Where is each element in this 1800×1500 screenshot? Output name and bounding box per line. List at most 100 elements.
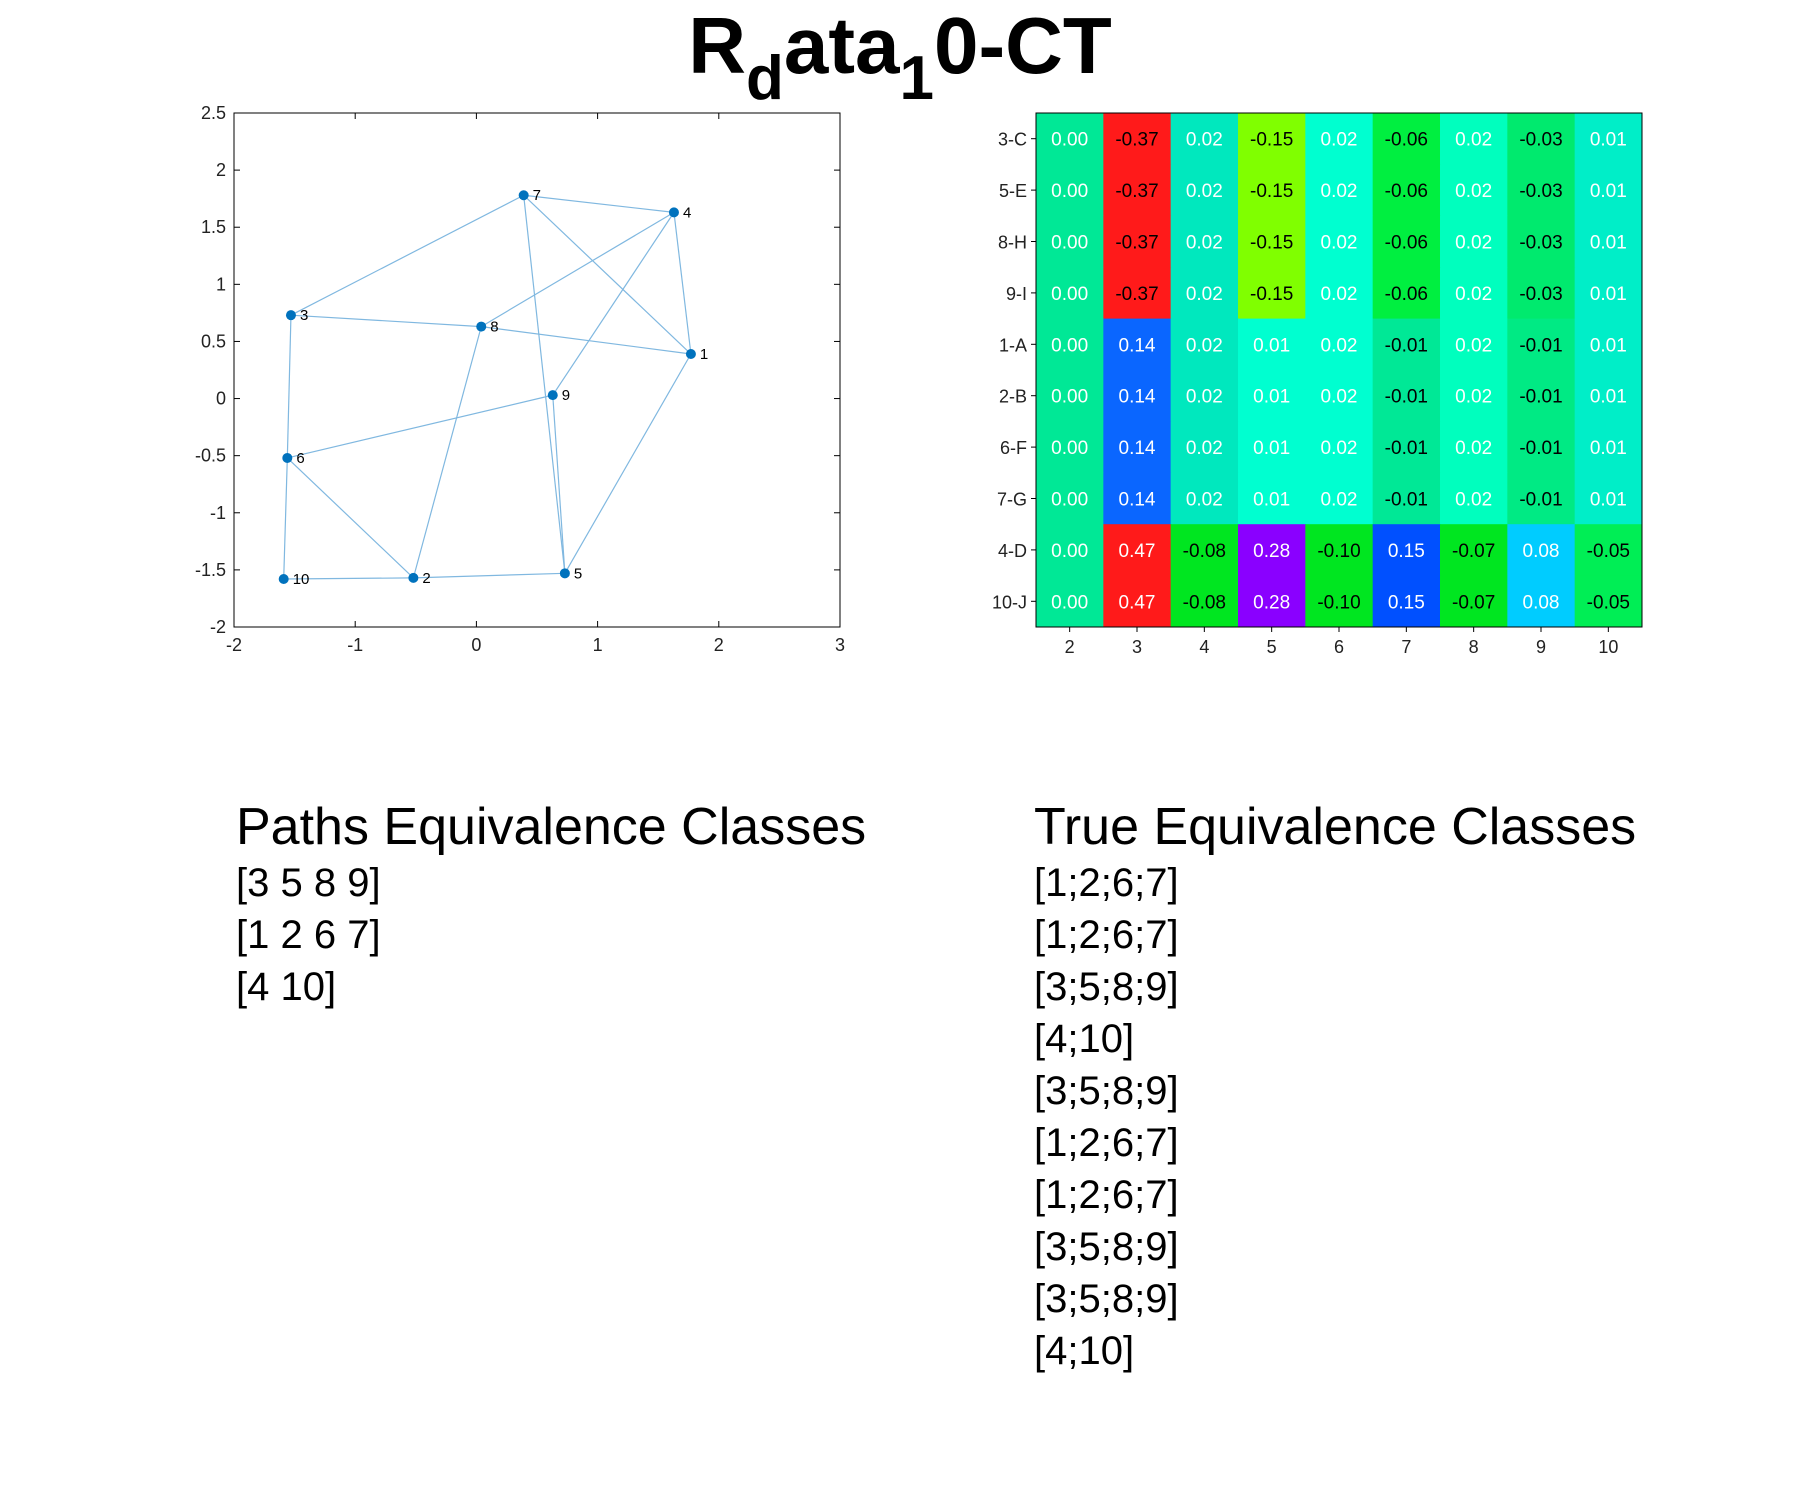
- cell-value: 0.00: [1051, 438, 1088, 459]
- cell-value: 0.02: [1321, 490, 1358, 511]
- heatmap-cell: [1305, 524, 1374, 577]
- graph-edge: [673, 212, 692, 355]
- cell-value: 0.02: [1455, 130, 1492, 151]
- cell-value: 0.14: [1119, 490, 1156, 511]
- title-mid: ata: [783, 1, 900, 90]
- heatmap-cell: [1036, 267, 1104, 320]
- heatmap-cell: [1507, 164, 1576, 217]
- true-item: [1;2;6;7]: [1034, 913, 1179, 957]
- heatmap-cell: [1305, 421, 1374, 474]
- column-label: 4: [1199, 637, 1209, 657]
- y-tick-label: 0.5: [201, 331, 226, 351]
- true-equivalence-classes: True Equivalence Classes [1;2;6;7] [1;2;…: [1034, 797, 1636, 1377]
- cell-value: 0.08: [1523, 541, 1560, 562]
- cell-value: -0.01: [1385, 438, 1428, 459]
- heatmap-cell: [1440, 113, 1508, 165]
- row-label: 2-B: [999, 387, 1027, 407]
- heatmap-cell: [1103, 575, 1172, 628]
- cell-value: 0.02: [1321, 438, 1358, 459]
- heatmap-cell: [1238, 370, 1306, 422]
- heatmap-cell: [1036, 113, 1104, 165]
- heatmap-cell: [1574, 370, 1643, 422]
- graph-edge: [564, 353, 692, 574]
- heatmap-cell: [1305, 164, 1374, 217]
- heatmap-cell: [1372, 370, 1441, 422]
- cell-value: 0.02: [1455, 387, 1492, 408]
- cell-value: 0.01: [1590, 233, 1627, 254]
- heatmap-cell: [1440, 575, 1508, 628]
- cell-value: -0.01: [1519, 335, 1562, 356]
- true-item: [3;5;8;9]: [1034, 1277, 1179, 1321]
- heatmap-cell: [1305, 472, 1374, 525]
- true-item: [3;5;8;9]: [1034, 1069, 1179, 1113]
- heatmap-cell: [1305, 215, 1374, 268]
- graph-edge: [287, 394, 553, 459]
- graph-edge: [283, 457, 288, 580]
- row-label: 1-A: [999, 335, 1027, 355]
- cell-value: -0.15: [1250, 233, 1293, 254]
- row-label: 6-F: [1000, 438, 1027, 458]
- title-main: R: [688, 1, 746, 90]
- heatmap-cell: [1170, 164, 1239, 217]
- cell-value: 0.14: [1119, 387, 1156, 408]
- cell-value: 0.01: [1253, 438, 1290, 459]
- node-label: 3: [300, 307, 308, 324]
- cell-value: 0.02: [1455, 490, 1492, 511]
- cell-value: 0.01: [1590, 284, 1627, 305]
- cell-value: -0.06: [1385, 181, 1428, 202]
- graph-edge: [481, 326, 692, 355]
- heatmap-cell: [1170, 575, 1239, 628]
- cell-value: 0.02: [1455, 284, 1492, 305]
- heatmap-cell: [1170, 472, 1239, 525]
- cell-value: -0.15: [1250, 181, 1293, 202]
- heatmap-cell: [1507, 113, 1576, 165]
- column-label: 6: [1334, 637, 1344, 657]
- x-tick-label: 3: [835, 635, 845, 655]
- paths-item: [1 2 6 7]: [236, 913, 381, 957]
- true-item: [4;10]: [1034, 1329, 1135, 1373]
- row-label: 10-J: [992, 592, 1027, 612]
- heatmap-cell: [1103, 421, 1172, 474]
- heatmap-cell: [1507, 215, 1576, 268]
- cell-value: -0.37: [1115, 130, 1158, 151]
- cell-value: -0.08: [1183, 541, 1226, 562]
- heatmap-cell: [1036, 370, 1104, 422]
- title-end: 0-CT: [933, 1, 1112, 90]
- cell-value: 0.01: [1590, 387, 1627, 408]
- heatmap-cell: [1238, 575, 1306, 628]
- paths-equivalence-classes: Paths Equivalence Classes [3 5 8 9] [1 2…: [236, 797, 866, 1013]
- graph-edge: [290, 194, 524, 316]
- column-label: 9: [1536, 637, 1546, 657]
- node-label: 4: [683, 204, 691, 221]
- heatmap-cell: [1238, 318, 1306, 371]
- graph-edge: [523, 194, 675, 213]
- heatmap-cell: [1440, 421, 1508, 474]
- cell-value: 0.00: [1051, 284, 1088, 305]
- cell-value: -0.06: [1385, 130, 1428, 151]
- graph-node: [668, 207, 679, 218]
- cell-value: -0.01: [1519, 438, 1562, 459]
- cell-value: 0.00: [1051, 335, 1088, 356]
- title-sub-2: 1: [899, 44, 934, 113]
- cell-value: 0.47: [1119, 541, 1156, 562]
- cell-value: 0.28: [1253, 541, 1290, 562]
- cell-value: -0.37: [1115, 233, 1158, 254]
- heatmap-cell: [1170, 318, 1239, 371]
- cell-value: -0.03: [1519, 284, 1562, 305]
- cell-value: 0.02: [1186, 181, 1223, 202]
- column-label: 3: [1132, 637, 1142, 657]
- cell-value: 0.01: [1253, 335, 1290, 356]
- column-label: 7: [1401, 637, 1411, 657]
- heatmap-cell: [1305, 267, 1374, 320]
- true-item: [4;10]: [1034, 1017, 1135, 1061]
- cell-value: 0.15: [1388, 592, 1425, 613]
- row-label: 7-G: [997, 490, 1027, 510]
- graph-node: [547, 390, 558, 401]
- cell-value: -0.06: [1385, 284, 1428, 305]
- graph-edge: [552, 212, 675, 396]
- true-item: [1;2;6;7]: [1034, 861, 1179, 905]
- title-sub-1: d: [746, 44, 784, 113]
- cell-value: -0.10: [1317, 592, 1360, 613]
- x-tick-label: 1: [593, 635, 603, 655]
- row-label: 4-D: [998, 541, 1027, 561]
